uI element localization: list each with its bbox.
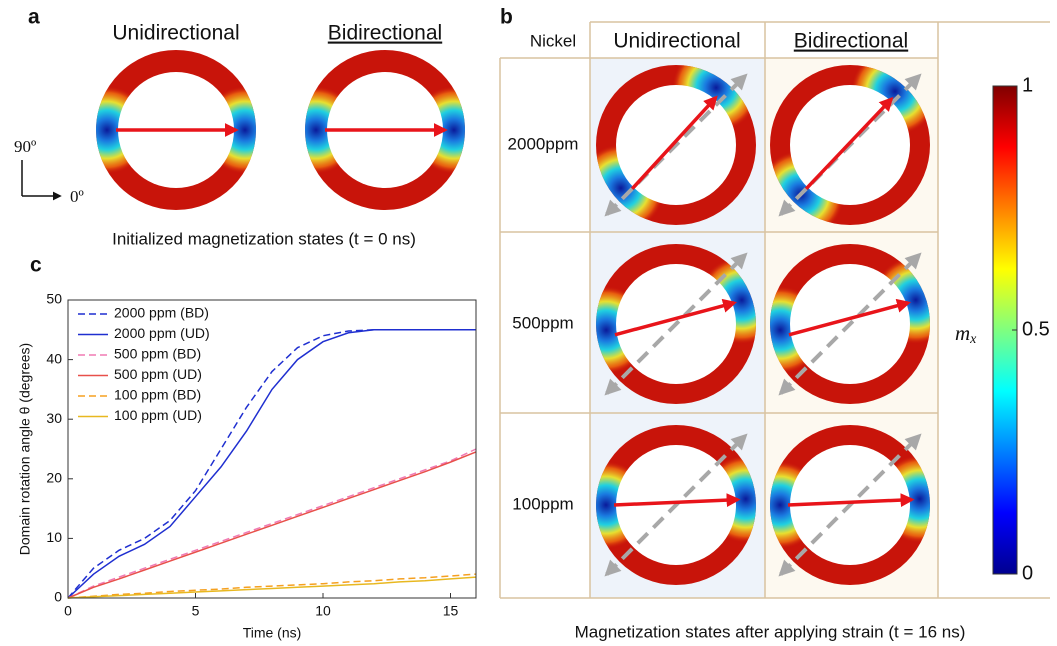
y-tick-label: 20 bbox=[46, 470, 62, 486]
colorbar-tick-label: 0 bbox=[1022, 562, 1033, 584]
x-tick-label: 10 bbox=[315, 603, 331, 619]
symbol: m bbox=[955, 321, 970, 345]
ring bbox=[272, 50, 498, 210]
legend-label: 100 ppm (UD) bbox=[114, 407, 202, 423]
row-label: 100ppm bbox=[512, 494, 573, 513]
y-tick-label: 40 bbox=[46, 350, 62, 366]
x-tick-label: 15 bbox=[443, 603, 459, 619]
colorbar-label: mx bbox=[955, 321, 977, 347]
panel-label: a bbox=[28, 6, 40, 29]
caption: Initialized magnetization states (t = 0 … bbox=[112, 229, 416, 248]
colorbar-tick-label: 0.5 bbox=[1022, 318, 1050, 340]
column-title: Bidirectional bbox=[794, 30, 908, 53]
y-tick-label: 10 bbox=[46, 529, 62, 545]
figure: a Unidirectional Bidirectional 90º 0º In… bbox=[0, 0, 1057, 646]
series-line bbox=[68, 577, 476, 598]
y-tick-label: 50 bbox=[46, 291, 62, 307]
y-axis-label: Domain rotation angle θ (degrees) bbox=[17, 343, 33, 555]
column-title: Unidirectional bbox=[112, 22, 239, 45]
plot-frame bbox=[68, 300, 476, 598]
plot: c 0 10 20 30 40 50 0 5 10 15 Time (ns) Domain rotati… bbox=[17, 254, 476, 641]
y-tick-label: 30 bbox=[46, 410, 62, 426]
subscript: x bbox=[969, 332, 977, 347]
caption: Magnetization states after applying stra… bbox=[575, 622, 966, 641]
x-tick-label: 0 bbox=[64, 603, 72, 619]
panel-label: c bbox=[30, 254, 42, 277]
x-tick-label: 5 bbox=[192, 603, 200, 619]
legend-label: 2000 ppm (UD) bbox=[114, 325, 210, 341]
x-axis-label: Time (ns) bbox=[243, 625, 302, 641]
y-tick-label: 0 bbox=[54, 589, 62, 605]
angle-label: 0º bbox=[70, 187, 84, 206]
row-label: 500ppm bbox=[512, 313, 573, 332]
ring bbox=[63, 50, 289, 210]
row-label: 2000ppm bbox=[508, 134, 579, 153]
legend-label: 500 ppm (BD) bbox=[114, 346, 201, 362]
legend-label: 2000 ppm (BD) bbox=[114, 305, 209, 321]
legend-label: 100 ppm (BD) bbox=[114, 387, 201, 403]
angle-label: 90º bbox=[14, 137, 36, 156]
column-title: Bidirectional bbox=[328, 22, 442, 45]
panel-label: b bbox=[500, 6, 513, 29]
legend-label: 500 ppm (UD) bbox=[114, 366, 202, 382]
column-title: Unidirectional bbox=[613, 30, 740, 53]
colorbar-tick-label: 1 bbox=[1022, 74, 1033, 96]
corner-label: Nickel bbox=[530, 31, 576, 50]
